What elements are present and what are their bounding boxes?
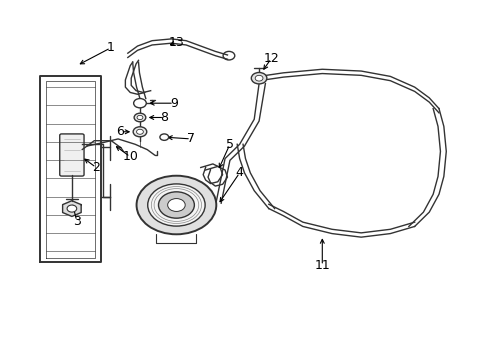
Circle shape — [251, 72, 266, 84]
Circle shape — [137, 115, 142, 120]
Text: 1: 1 — [107, 41, 115, 54]
Circle shape — [134, 113, 145, 122]
Text: 12: 12 — [263, 52, 279, 65]
Text: 2: 2 — [92, 161, 100, 174]
Text: 11: 11 — [314, 259, 329, 272]
Text: 4: 4 — [235, 166, 243, 179]
Circle shape — [255, 75, 263, 81]
FancyBboxPatch shape — [60, 134, 84, 176]
Polygon shape — [62, 201, 81, 216]
Circle shape — [167, 199, 185, 211]
Circle shape — [223, 51, 234, 60]
Text: 9: 9 — [170, 97, 178, 110]
Text: 8: 8 — [160, 111, 168, 124]
Circle shape — [158, 192, 194, 218]
Text: 6: 6 — [116, 125, 124, 138]
Text: 3: 3 — [73, 215, 81, 228]
Text: 13: 13 — [168, 36, 184, 49]
Text: 7: 7 — [186, 132, 195, 145]
Circle shape — [67, 205, 77, 212]
Circle shape — [136, 176, 216, 234]
Text: 10: 10 — [122, 150, 138, 163]
Text: 5: 5 — [225, 138, 233, 151]
Circle shape — [133, 127, 146, 137]
Circle shape — [136, 129, 143, 134]
Circle shape — [133, 99, 146, 108]
Circle shape — [147, 184, 204, 226]
Circle shape — [160, 134, 168, 140]
